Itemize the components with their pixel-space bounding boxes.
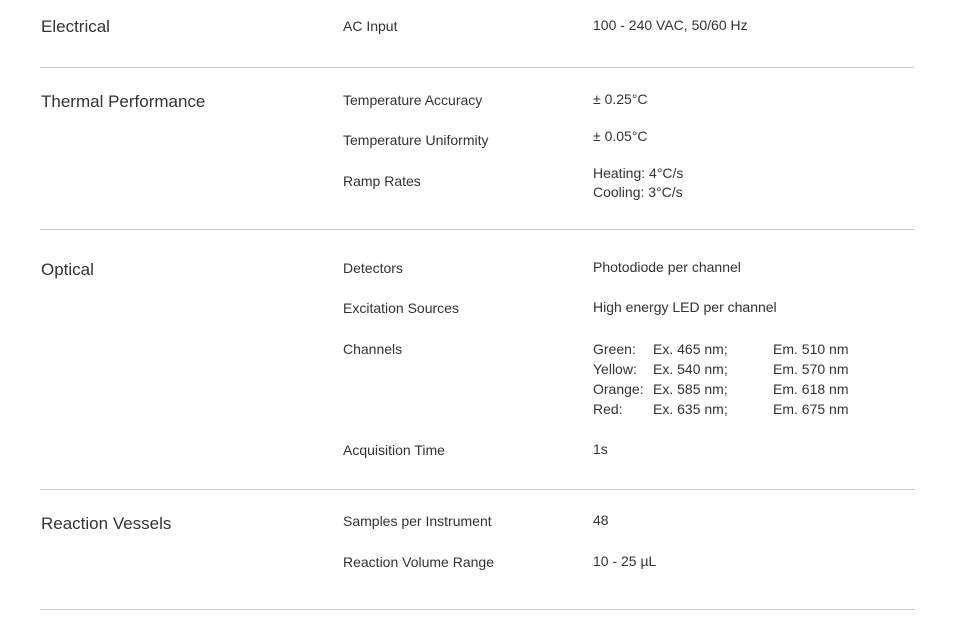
spec-value-line: Heating: 4°C/s xyxy=(593,165,684,181)
spec-value: ± 0.05°C xyxy=(593,128,648,144)
spec-value: Photodiode per channel xyxy=(593,259,741,275)
channel-emission: Em. 570 nm xyxy=(773,361,849,377)
spec-label: Detectors xyxy=(343,260,403,276)
channel-name: Red: xyxy=(593,401,623,417)
channel-excitation: Ex. 635 nm; xyxy=(653,401,728,417)
spec-value: 48 xyxy=(593,512,609,528)
divider xyxy=(40,229,914,230)
channel-name: Orange: xyxy=(593,381,644,397)
spec-label: Excitation Sources xyxy=(343,300,459,316)
channel-emission: Em. 675 nm xyxy=(773,401,849,417)
spec-value-line: Cooling: 3°C/s xyxy=(593,184,683,200)
spec-label: Ramp Rates xyxy=(343,173,421,189)
divider xyxy=(40,609,914,610)
spec-label: Reaction Volume Range xyxy=(343,554,494,570)
channel-emission: Em. 618 nm xyxy=(773,381,849,397)
spec-label: Temperature Uniformity xyxy=(343,132,489,148)
section-title-electrical: Electrical xyxy=(41,17,110,36)
channel-name: Yellow: xyxy=(593,361,637,377)
spec-label: Channels xyxy=(343,341,403,357)
section-title-optical: Optical xyxy=(41,260,94,279)
channel-excitation: Ex. 540 nm; xyxy=(653,361,728,377)
divider xyxy=(40,67,914,68)
divider xyxy=(40,489,914,490)
channel-name: Green: xyxy=(593,341,636,357)
spec-value: High energy LED per channel xyxy=(593,299,777,315)
spec-value: 1s xyxy=(593,441,608,457)
spec-label: Samples per Instrument xyxy=(343,513,492,529)
spec-label: AC Input xyxy=(343,18,398,34)
section-title-thermal-performance: Thermal Performance xyxy=(41,92,206,111)
spec-label: Temperature Accuracy xyxy=(343,92,483,108)
section-title-reaction-vessels: Reaction Vessels xyxy=(41,514,172,533)
spec-label: Acquisition Time xyxy=(343,442,445,458)
spec-value: 100 - 240 VAC, 50/60 Hz xyxy=(593,17,748,33)
spec-value: ± 0.25°C xyxy=(593,91,648,107)
spec-value: 10 - 25 µL xyxy=(593,553,657,569)
channel-excitation: Ex. 585 nm; xyxy=(653,381,728,397)
channel-excitation: Ex. 465 nm; xyxy=(653,341,728,357)
channel-emission: Em. 510 nm xyxy=(773,341,849,357)
